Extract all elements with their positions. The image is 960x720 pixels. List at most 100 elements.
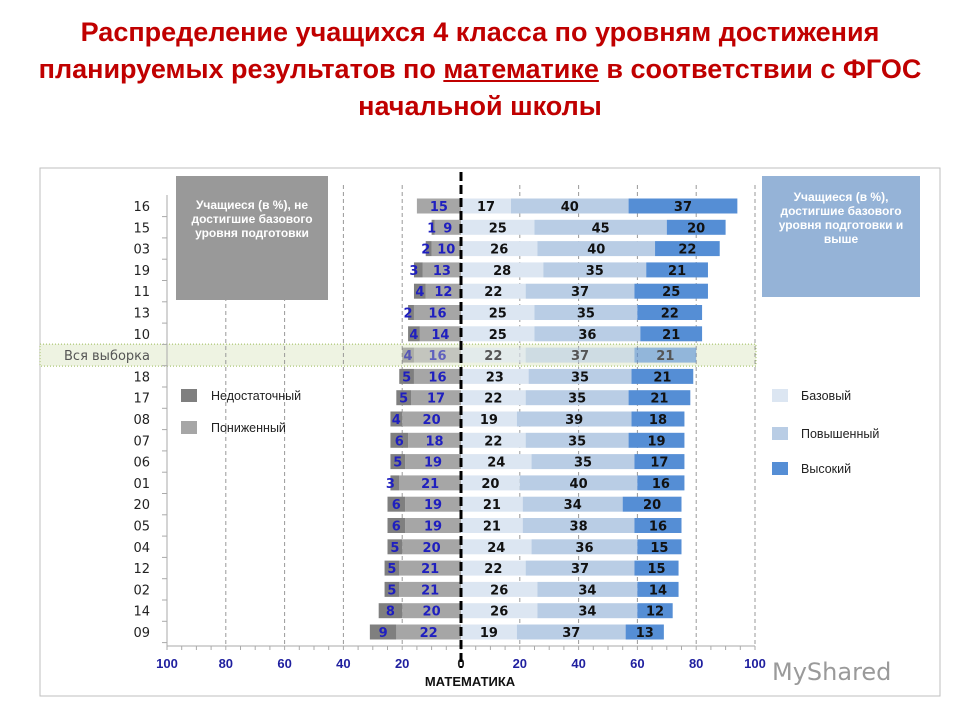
bar-basic — [461, 518, 523, 533]
bar-elevated — [525, 560, 635, 576]
page-title: Распределение учащихся 4 класса по уровн… — [0, 14, 960, 125]
y-tick-label: 08 — [133, 413, 150, 428]
bar-insufficient — [384, 560, 400, 576]
bar-label: 24 — [487, 456, 505, 471]
bar-label: 39 — [565, 413, 583, 428]
bar-label: 16 — [428, 307, 446, 322]
bar-insufficient — [387, 496, 406, 512]
bar-label: 21 — [421, 562, 439, 577]
bar-label: 22 — [484, 434, 502, 449]
bar-high — [628, 432, 685, 448]
bar-label: 13 — [636, 626, 654, 641]
bar-label: 14 — [431, 328, 449, 343]
y-tick-label: 06 — [133, 456, 150, 471]
bar-label: 28 — [493, 264, 511, 279]
bar-insufficient — [413, 283, 426, 299]
bar-label: 16 — [428, 349, 446, 364]
bar-label: 37 — [571, 285, 589, 300]
bar-label: 20 — [423, 541, 441, 556]
bar-label: 18 — [425, 434, 443, 449]
bar-basic — [461, 305, 535, 320]
bar-label: 4 — [392, 413, 401, 428]
title-text-end: в соответствии с ФГОС начальной школы — [358, 54, 922, 121]
bar-label: 9 — [443, 221, 452, 236]
bar-basic — [461, 560, 526, 576]
bar-high — [628, 198, 738, 214]
bar-label: 21 — [421, 583, 439, 598]
bar-label: 22 — [484, 392, 502, 407]
bar-insufficient — [402, 347, 414, 363]
bar-label: 4 — [409, 328, 418, 343]
bar-insufficient — [408, 326, 420, 342]
bar-high — [634, 560, 679, 576]
bar-elevated — [525, 283, 635, 299]
bar-label: 10 — [437, 243, 455, 258]
bar-label: 3 — [386, 477, 395, 492]
bar-insufficient — [431, 219, 435, 235]
bar-label: 23 — [486, 370, 504, 385]
bar-insufficient — [408, 305, 414, 320]
bar-elevated — [519, 475, 638, 491]
legend-swatch — [772, 427, 788, 440]
bar-high — [622, 496, 682, 512]
bar-basic — [461, 326, 535, 342]
bar-elevated — [531, 454, 635, 470]
y-tick-label: 07 — [133, 434, 150, 449]
bar-label: 15 — [430, 200, 448, 215]
bar-label: 6 — [392, 498, 401, 513]
bar-high — [637, 305, 703, 320]
x-tick-label: 40 — [571, 656, 585, 671]
x-tick-label: 60 — [277, 656, 291, 671]
bar-reduced — [431, 241, 461, 257]
bar-elevated — [522, 496, 623, 512]
bar-reduced — [402, 603, 461, 619]
bar-reduced — [408, 432, 461, 448]
bar-basic — [461, 262, 544, 278]
bar-reduced — [434, 219, 461, 235]
x-tick-label: 20 — [513, 656, 527, 671]
left-info-text: Учащиеся (в %), не достигшие базового ур… — [191, 198, 313, 240]
bar-basic — [461, 390, 526, 406]
legend-label: Базовый — [801, 389, 851, 403]
x-tick-label: 100 — [744, 656, 766, 671]
bar-elevated — [534, 305, 638, 320]
y-tick-label: 01 — [133, 477, 150, 492]
bar-label: 40 — [587, 243, 605, 258]
bar-label: 22 — [661, 307, 679, 322]
x-tick-label: 100 — [156, 656, 178, 671]
bar-label: 17 — [427, 392, 445, 407]
bar-basic — [461, 454, 532, 470]
bar-label: 25 — [662, 285, 680, 300]
y-tick-label: Вся выборка — [64, 349, 150, 364]
bar-label: 9 — [379, 626, 388, 641]
legend-label: Недостаточный — [211, 389, 301, 403]
bar-label: 20 — [643, 498, 661, 513]
bar-high — [646, 262, 708, 278]
y-tick-label: 02 — [133, 583, 150, 598]
bar-label: 26 — [490, 605, 508, 620]
bar-label: 34 — [564, 498, 582, 513]
bar-label: 5 — [399, 392, 408, 407]
bar-insufficient — [425, 241, 432, 257]
x-tick-label: 0 — [457, 656, 464, 671]
bar-label: 18 — [649, 413, 667, 428]
bar-insufficient — [390, 411, 403, 427]
bar-high — [625, 624, 664, 640]
bar-label: 22 — [484, 349, 502, 364]
bar-label: 26 — [490, 583, 508, 598]
watermark-logo: MyShared — [772, 658, 891, 686]
bar-label: 35 — [568, 434, 586, 449]
bar-label: 15 — [647, 562, 665, 577]
bar-label: 8 — [386, 605, 395, 620]
bar-label: 35 — [586, 264, 604, 279]
y-tick-label: 09 — [133, 626, 150, 641]
bar-reduced — [419, 326, 461, 342]
bar-label: 40 — [570, 477, 588, 492]
bar-label: 3 — [409, 264, 418, 279]
bar-label: 26 — [490, 243, 508, 258]
bar-reduced — [413, 305, 461, 320]
bar-label: 19 — [424, 498, 442, 513]
bar-elevated — [531, 539, 638, 555]
bar-reduced — [416, 198, 461, 214]
y-tick-label: 05 — [133, 520, 150, 535]
